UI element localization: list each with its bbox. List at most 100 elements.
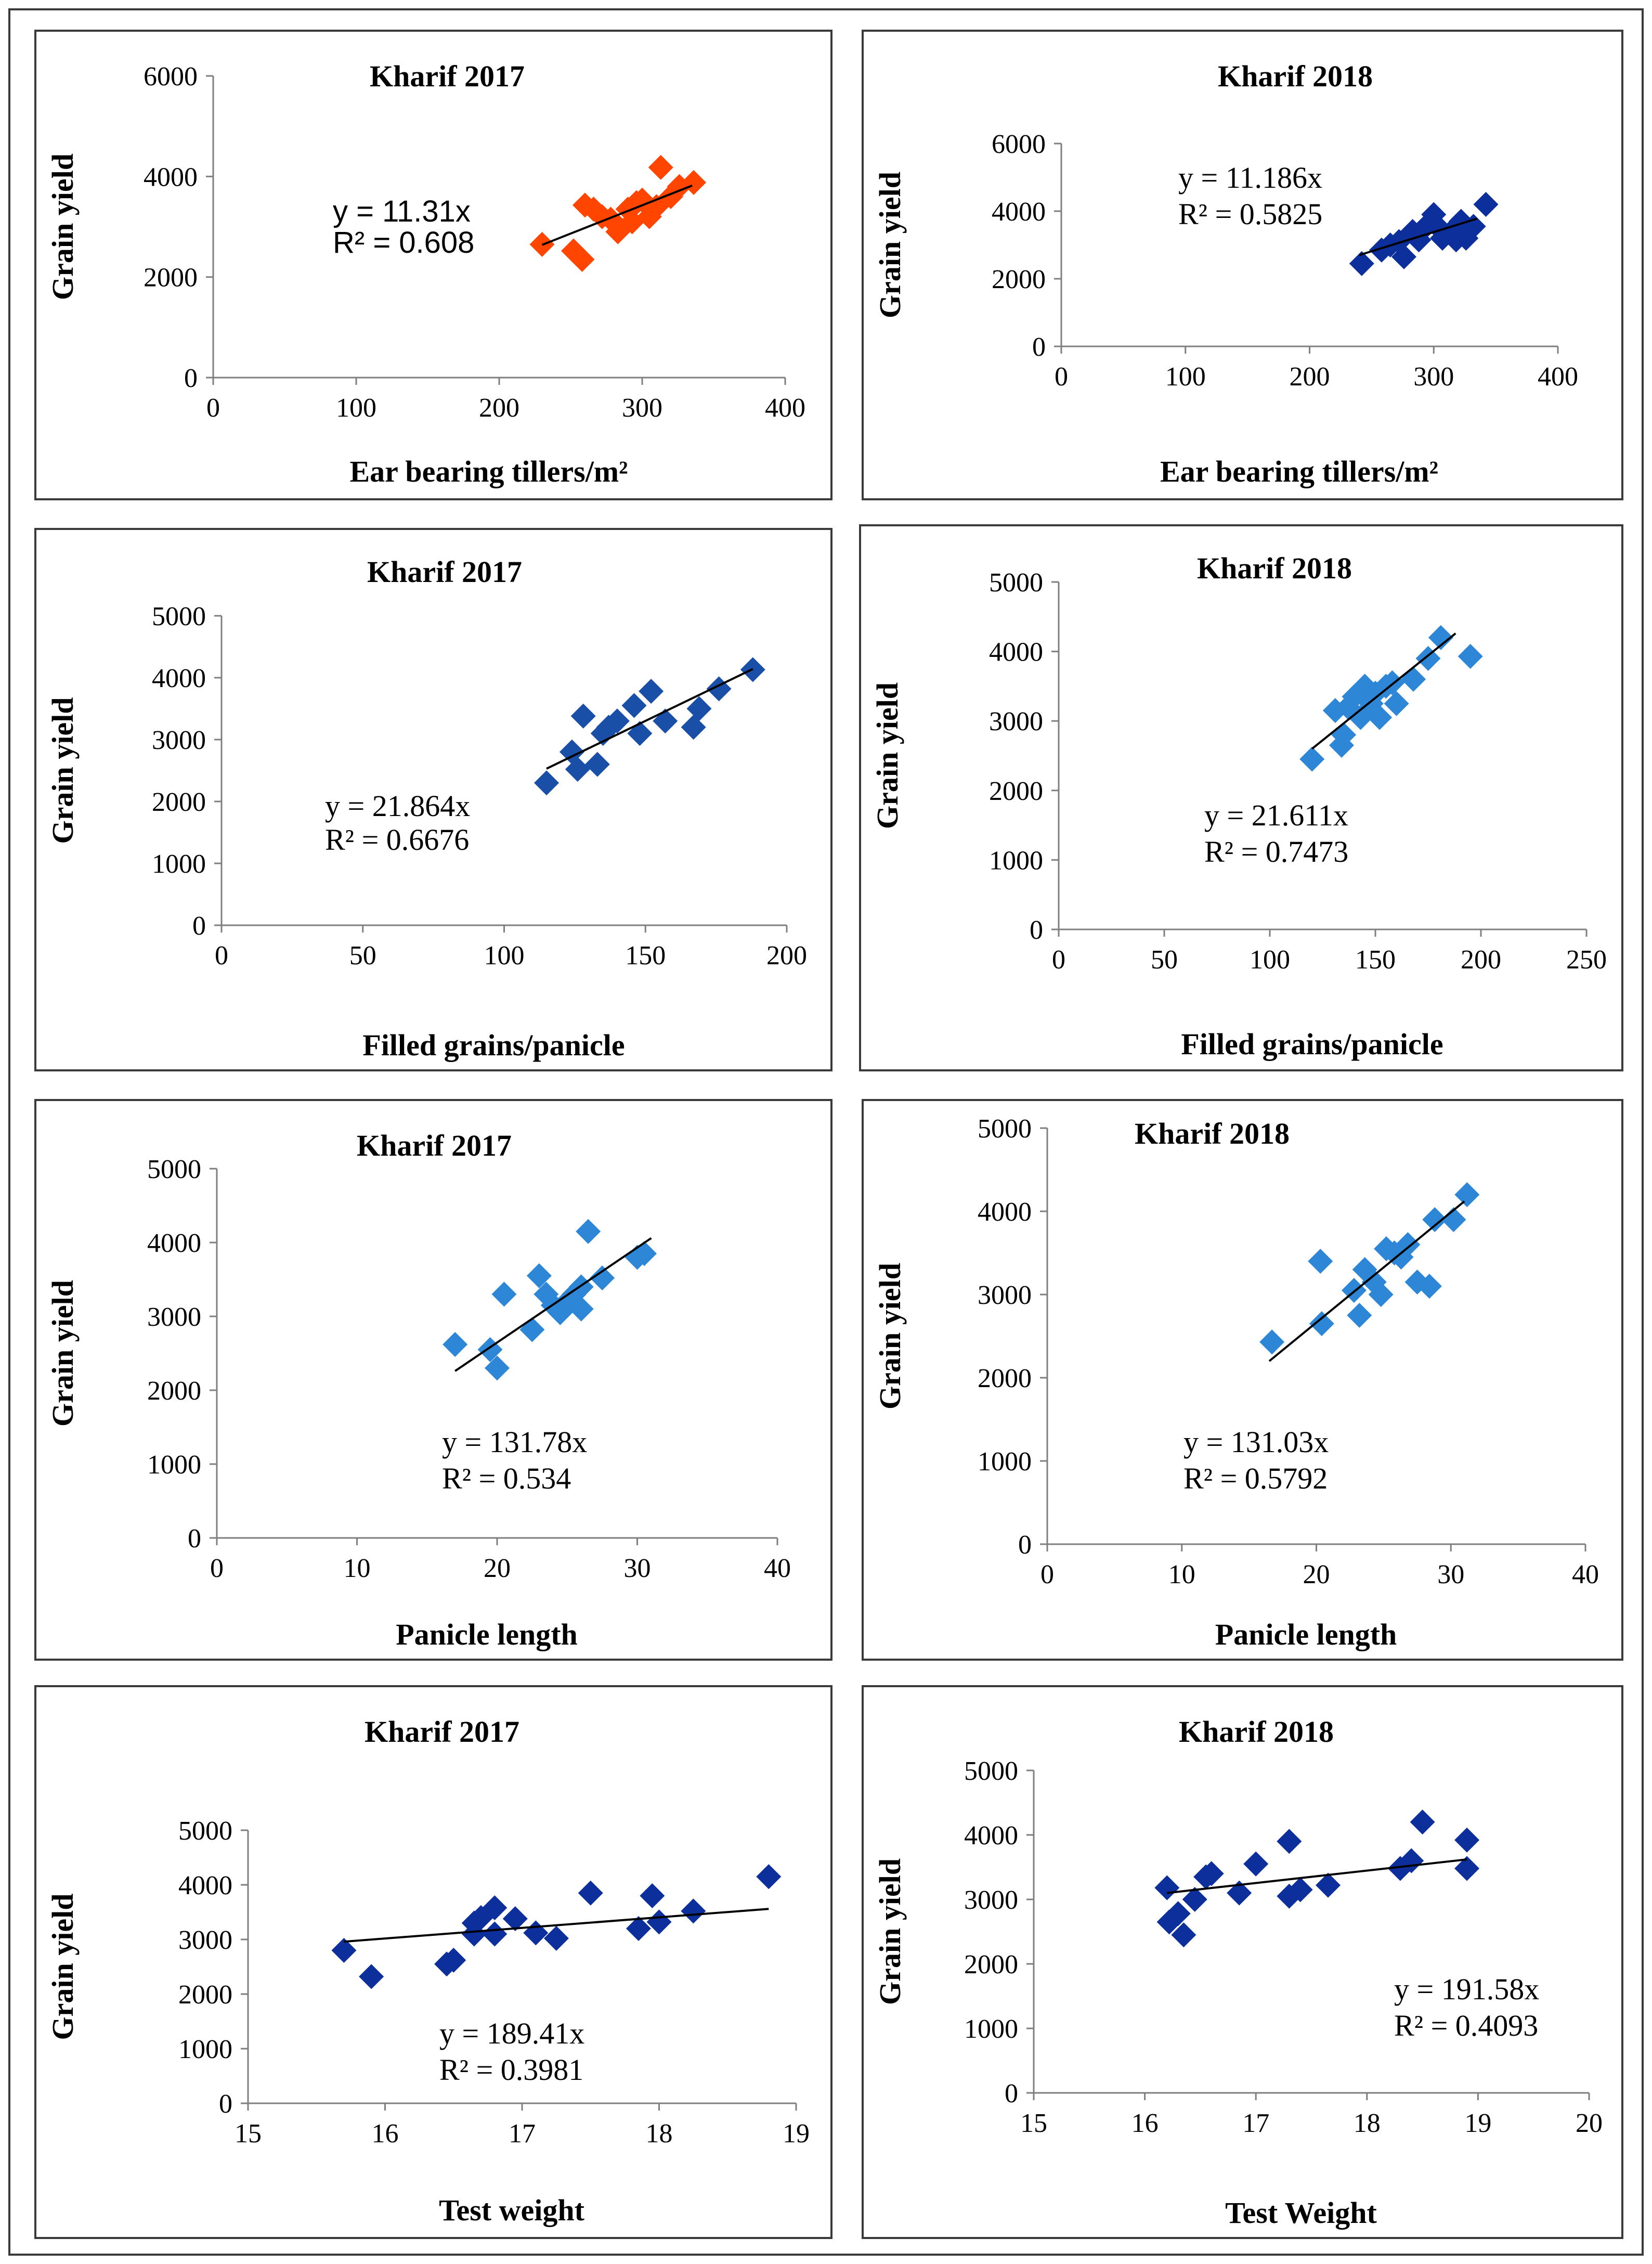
x-tick-label: 18 — [646, 2119, 673, 2149]
y-tick-label: 5000 — [978, 1114, 1032, 1144]
x-tick-label: 40 — [764, 1554, 791, 1583]
data-point — [1461, 214, 1486, 239]
chart-panel-panicle-length-2018: 0 1000 2000 3000 4000 5000 0 10 20 30 40 Kharif 201… — [862, 1099, 1623, 1661]
x-axis-label: Filled grains/panicle — [1181, 1027, 1443, 1061]
data-point — [543, 1925, 569, 1951]
chart-title: Kharif 2017 — [370, 59, 525, 93]
y-tick-label: 3000 — [989, 707, 1043, 736]
data-point — [526, 1263, 552, 1288]
y-tick-label: 4000 — [144, 162, 198, 192]
r-squared-label: R² = 0.7473 — [1204, 835, 1348, 869]
trend-line — [1311, 632, 1456, 750]
scatter-chart-test-weight-2017: 0 1000 2000 3000 4000 5000 15 16 17 18 19 Kharif 20… — [46, 1715, 810, 2227]
trend-line — [541, 184, 693, 246]
chart-panel-filled-grains-2017: 0 1000 2000 3000 4000 5000 0 50 100 150 200 Kharif … — [34, 528, 832, 1071]
y-tick-label: 2000 — [989, 777, 1043, 806]
y-tick-label: 6000 — [144, 62, 198, 92]
y-axis-label: Grain yield — [873, 1263, 907, 1409]
data-point — [1199, 1861, 1224, 1886]
x-axis-label: Test weight — [439, 2193, 584, 2227]
trend-line — [546, 668, 753, 770]
y-tick-label: 3000 — [152, 726, 206, 755]
y-tick-label: 4000 — [989, 638, 1043, 667]
x-tick-label: 100 — [484, 941, 525, 971]
regression-equation: y = 131.03x — [1183, 1425, 1329, 1459]
regression-equation: y = 11.186x — [1178, 161, 1322, 195]
x-tick-label: 16 — [1131, 2108, 1159, 2138]
regression-equation: y = 131.78x — [442, 1425, 587, 1459]
data-point — [1454, 1182, 1480, 1207]
data-point — [1384, 691, 1409, 716]
r-squared-label: R² = 0.6676 — [325, 823, 469, 857]
data-point — [681, 170, 706, 195]
y-tick-label: 0 — [188, 1524, 201, 1554]
y-tick-label: 5000 — [152, 602, 206, 631]
y-axis-label: Grain yield — [46, 153, 80, 300]
data-point — [534, 770, 560, 796]
x-tick-label: 10 — [1168, 1560, 1195, 1589]
x-tick-label: 20 — [1303, 1560, 1330, 1589]
scatter-chart-filled-grains-2018: 0 1000 2000 3000 4000 5000 0 50 100 150 200 250 Khar… — [870, 551, 1607, 1061]
y-tick-label: 0 — [184, 364, 198, 393]
data-point — [639, 679, 664, 704]
data-point — [1243, 1851, 1269, 1877]
data-point — [569, 247, 595, 272]
data-point — [1400, 219, 1425, 244]
data-point — [1165, 1901, 1191, 1926]
scatter-chart-ear-tillers-2018: 0 2000 4000 6000 0 100 200 300 400 Kharif 2018 Ear… — [873, 59, 1578, 488]
r-squared-label: R² = 0.4093 — [1394, 2009, 1538, 2042]
data-point — [441, 1947, 466, 1973]
data-point — [1368, 1282, 1394, 1307]
data-point — [1349, 251, 1374, 276]
data-point — [686, 696, 712, 721]
y-tick-label: 0 — [1018, 1530, 1032, 1560]
x-tick-label: 30 — [624, 1554, 651, 1583]
x-tick-label: 400 — [765, 393, 805, 423]
y-axis-label: Grain yield — [873, 172, 907, 318]
regression-equation: y = 21.864x — [325, 789, 470, 823]
y-tick-label: 6000 — [992, 130, 1046, 159]
data-point — [1299, 746, 1325, 772]
data-point — [1309, 1311, 1334, 1336]
data-point — [568, 1296, 594, 1322]
trend-line — [1268, 1200, 1465, 1362]
chart-panel-test-weight-2018: 0 1000 2000 3000 4000 5000 15 16 17 18 19 20 Kharif … — [862, 1685, 1623, 2239]
x-tick-label: 10 — [344, 1554, 371, 1583]
x-tick-label: 20 — [1576, 2108, 1603, 2138]
data-point — [1437, 221, 1463, 246]
y-tick-label: 4000 — [147, 1228, 201, 1258]
data-point — [1454, 1856, 1480, 1881]
x-tick-label: 0 — [210, 1554, 224, 1583]
data-point — [1277, 1829, 1302, 1854]
x-tick-label: 150 — [625, 941, 666, 971]
scatter-chart-ear-tillers-2017: 0 2000 4000 6000 0 100 200 300 400 Kharif 2017 Ear… — [46, 59, 805, 488]
y-tick-label: 5000 — [989, 568, 1043, 598]
data-point — [443, 1331, 468, 1357]
y-axis-label: Grain yield — [870, 682, 904, 829]
x-tick-label: 250 — [1566, 945, 1607, 975]
x-tick-label: 0 — [206, 393, 220, 423]
regression-equation: y = 21.611x — [1204, 798, 1348, 832]
data-point — [1329, 732, 1355, 758]
y-tick-label: 5000 — [964, 1756, 1018, 1786]
y-tick-label: 3000 — [964, 1885, 1018, 1915]
x-tick-label: 15 — [1020, 2108, 1047, 2138]
data-point — [502, 1906, 528, 1932]
x-tick-label: 18 — [1354, 2108, 1381, 2138]
data-point — [1410, 1809, 1435, 1835]
y-axis-label: Grain yield — [46, 1894, 80, 2040]
data-point — [519, 1317, 545, 1342]
data-point — [1422, 1207, 1448, 1232]
chart-title: Kharif 2017 — [365, 1715, 519, 1749]
data-point — [482, 1921, 508, 1947]
data-point — [570, 703, 596, 729]
chart-title: Kharif 2017 — [367, 555, 522, 589]
data-point — [681, 1898, 706, 1924]
x-tick-label: 100 — [1165, 362, 1206, 392]
y-tick-label: 1000 — [147, 1450, 201, 1480]
data-point — [1171, 1922, 1196, 1948]
x-tick-label: 17 — [509, 2119, 536, 2149]
x-tick-label: 200 — [479, 393, 519, 423]
y-tick-label: 0 — [219, 2089, 232, 2119]
y-tick-label: 4000 — [992, 197, 1046, 227]
